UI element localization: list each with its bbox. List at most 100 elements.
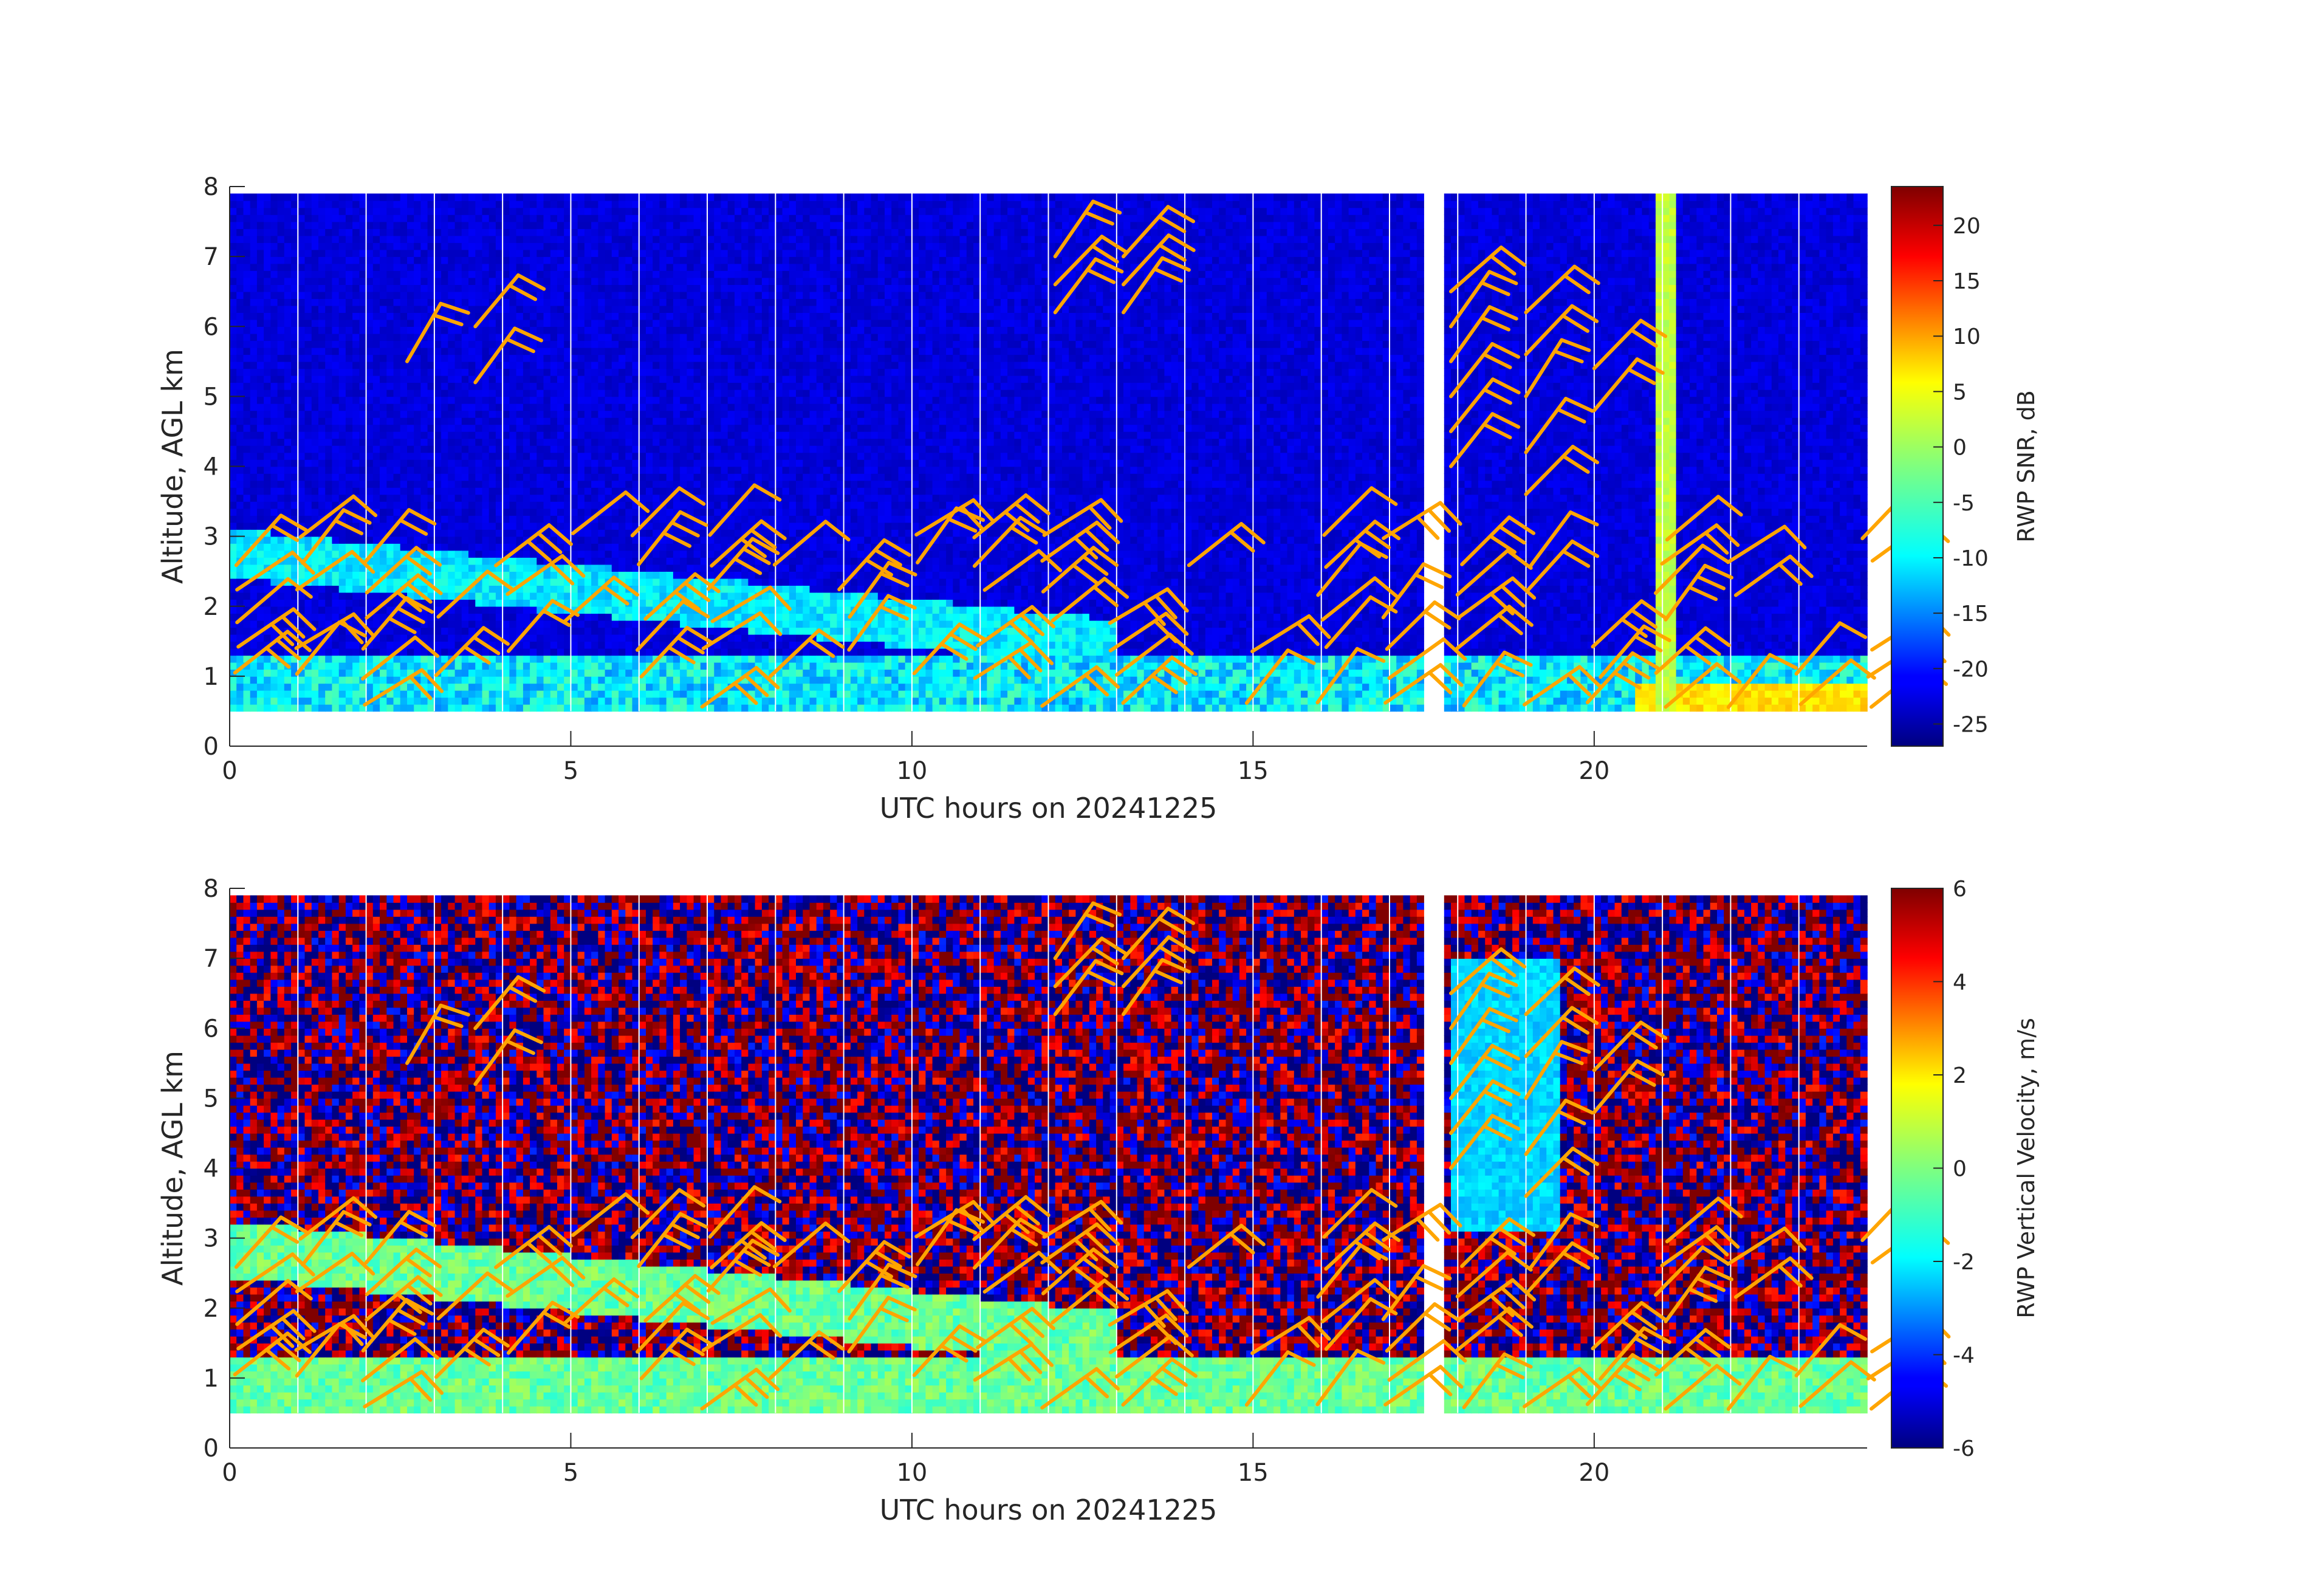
heatmap-cell [516,620,524,628]
heatmap-cell [639,697,646,704]
heatmap-cell [536,222,544,229]
heatmap-cell [619,242,626,250]
heatmap-cell [420,214,428,222]
heatmap-cell [236,326,244,334]
heatmap-cell [462,431,469,439]
heatmap-cell [352,208,360,215]
heatmap-cell [482,481,490,488]
heatmap-cell [380,376,387,383]
heatmap-cell [516,599,524,606]
heatmap-cell [496,228,503,236]
heatmap-cell [407,487,414,495]
heatmap-cell [318,298,326,306]
heatmap-cell [557,655,564,662]
heatmap-cell [352,683,360,690]
heatmap-cell [264,557,271,564]
heatmap-cell [530,382,537,389]
heatmap-cell [366,578,374,586]
heatmap-cell [496,669,503,676]
heatmap-cell [530,459,537,467]
heatmap-cell [250,509,258,516]
heatmap-cell [264,278,271,285]
heatmap-cell [236,627,244,634]
heatmap-cell [373,298,380,306]
heatmap-cell [278,264,285,271]
heatmap-cell [612,382,619,389]
heatmap-cell [536,228,544,236]
heatmap-cell [530,627,537,634]
heatmap-cell [236,690,244,698]
heatmap-cell [598,669,605,676]
heatmap-cell [428,396,435,403]
heatmap-cell [250,368,258,376]
heatmap-cell [455,214,462,222]
heatmap-cell [298,424,305,431]
heatmap-cell [373,459,380,467]
heatmap-cell [462,250,469,257]
heatmap-cell [455,222,462,229]
heatmap-cell [236,453,244,460]
heatmap-cell [530,214,537,222]
heatmap-cell [591,690,598,698]
heatmap-cell [332,641,339,648]
heatmap-cell [455,410,462,417]
heatmap-cell [244,481,251,488]
heatmap-cell [441,354,448,362]
heatmap-cell [509,228,516,236]
heatmap-cell [482,585,490,592]
heatmap-cell [578,515,585,523]
heatmap-cell [236,236,244,243]
heatmap-cell [536,256,544,264]
heatmap-cell [475,501,482,509]
heatmap-cell [502,348,510,355]
heatmap-cell [441,382,448,389]
heatmap-cell [605,228,612,236]
heatmap-cell [557,438,564,445]
heatmap-cell [605,481,612,488]
heatmap-cell [544,620,551,628]
heatmap-cell [257,467,264,474]
heatmap-cell [578,620,585,628]
heatmap-cell [550,445,558,453]
heatmap-cell [612,362,619,369]
heatmap-cell [400,662,408,670]
heatmap-cell [448,256,455,264]
heatmap-cell [475,410,482,417]
heatmap-cell [625,194,632,201]
heatmap-cell [598,523,605,530]
heatmap-cell [278,242,285,250]
heatmap-cell [639,340,646,348]
heatmap-cell [284,655,292,662]
heatmap-cell [584,662,592,670]
heatmap-cell [257,250,264,257]
heatmap-cell [230,606,237,614]
heatmap-cell [455,201,462,208]
heatmap-cell [312,354,319,362]
heatmap-cell [468,431,476,439]
heatmap-cell [270,403,278,411]
heatmap-cell [584,613,592,620]
heatmap-cell [489,250,496,257]
heatmap-cell [407,467,414,474]
heatmap-cell [305,606,312,614]
heatmap-cell [612,648,619,656]
heatmap-cell [278,270,285,278]
heatmap-cell [284,669,292,676]
heatmap-cell [312,201,319,208]
heatmap-cell [366,194,374,201]
heatmap-cell [578,676,585,684]
heatmap-cell [632,453,640,460]
heatmap-cell [468,571,476,578]
heatmap-cell [264,320,271,327]
heatmap-cell [482,683,490,690]
heatmap-cell [284,376,292,383]
heatmap-cell [394,376,401,383]
heatmap-cell [475,697,482,704]
heatmap-cell [325,270,332,278]
heatmap-cell [407,410,414,417]
heatmap-cell [455,250,462,257]
heatmap-cell [400,417,408,425]
heatmap-cell [325,655,332,662]
heatmap-cell [386,222,394,229]
heatmap-cell [318,655,326,662]
